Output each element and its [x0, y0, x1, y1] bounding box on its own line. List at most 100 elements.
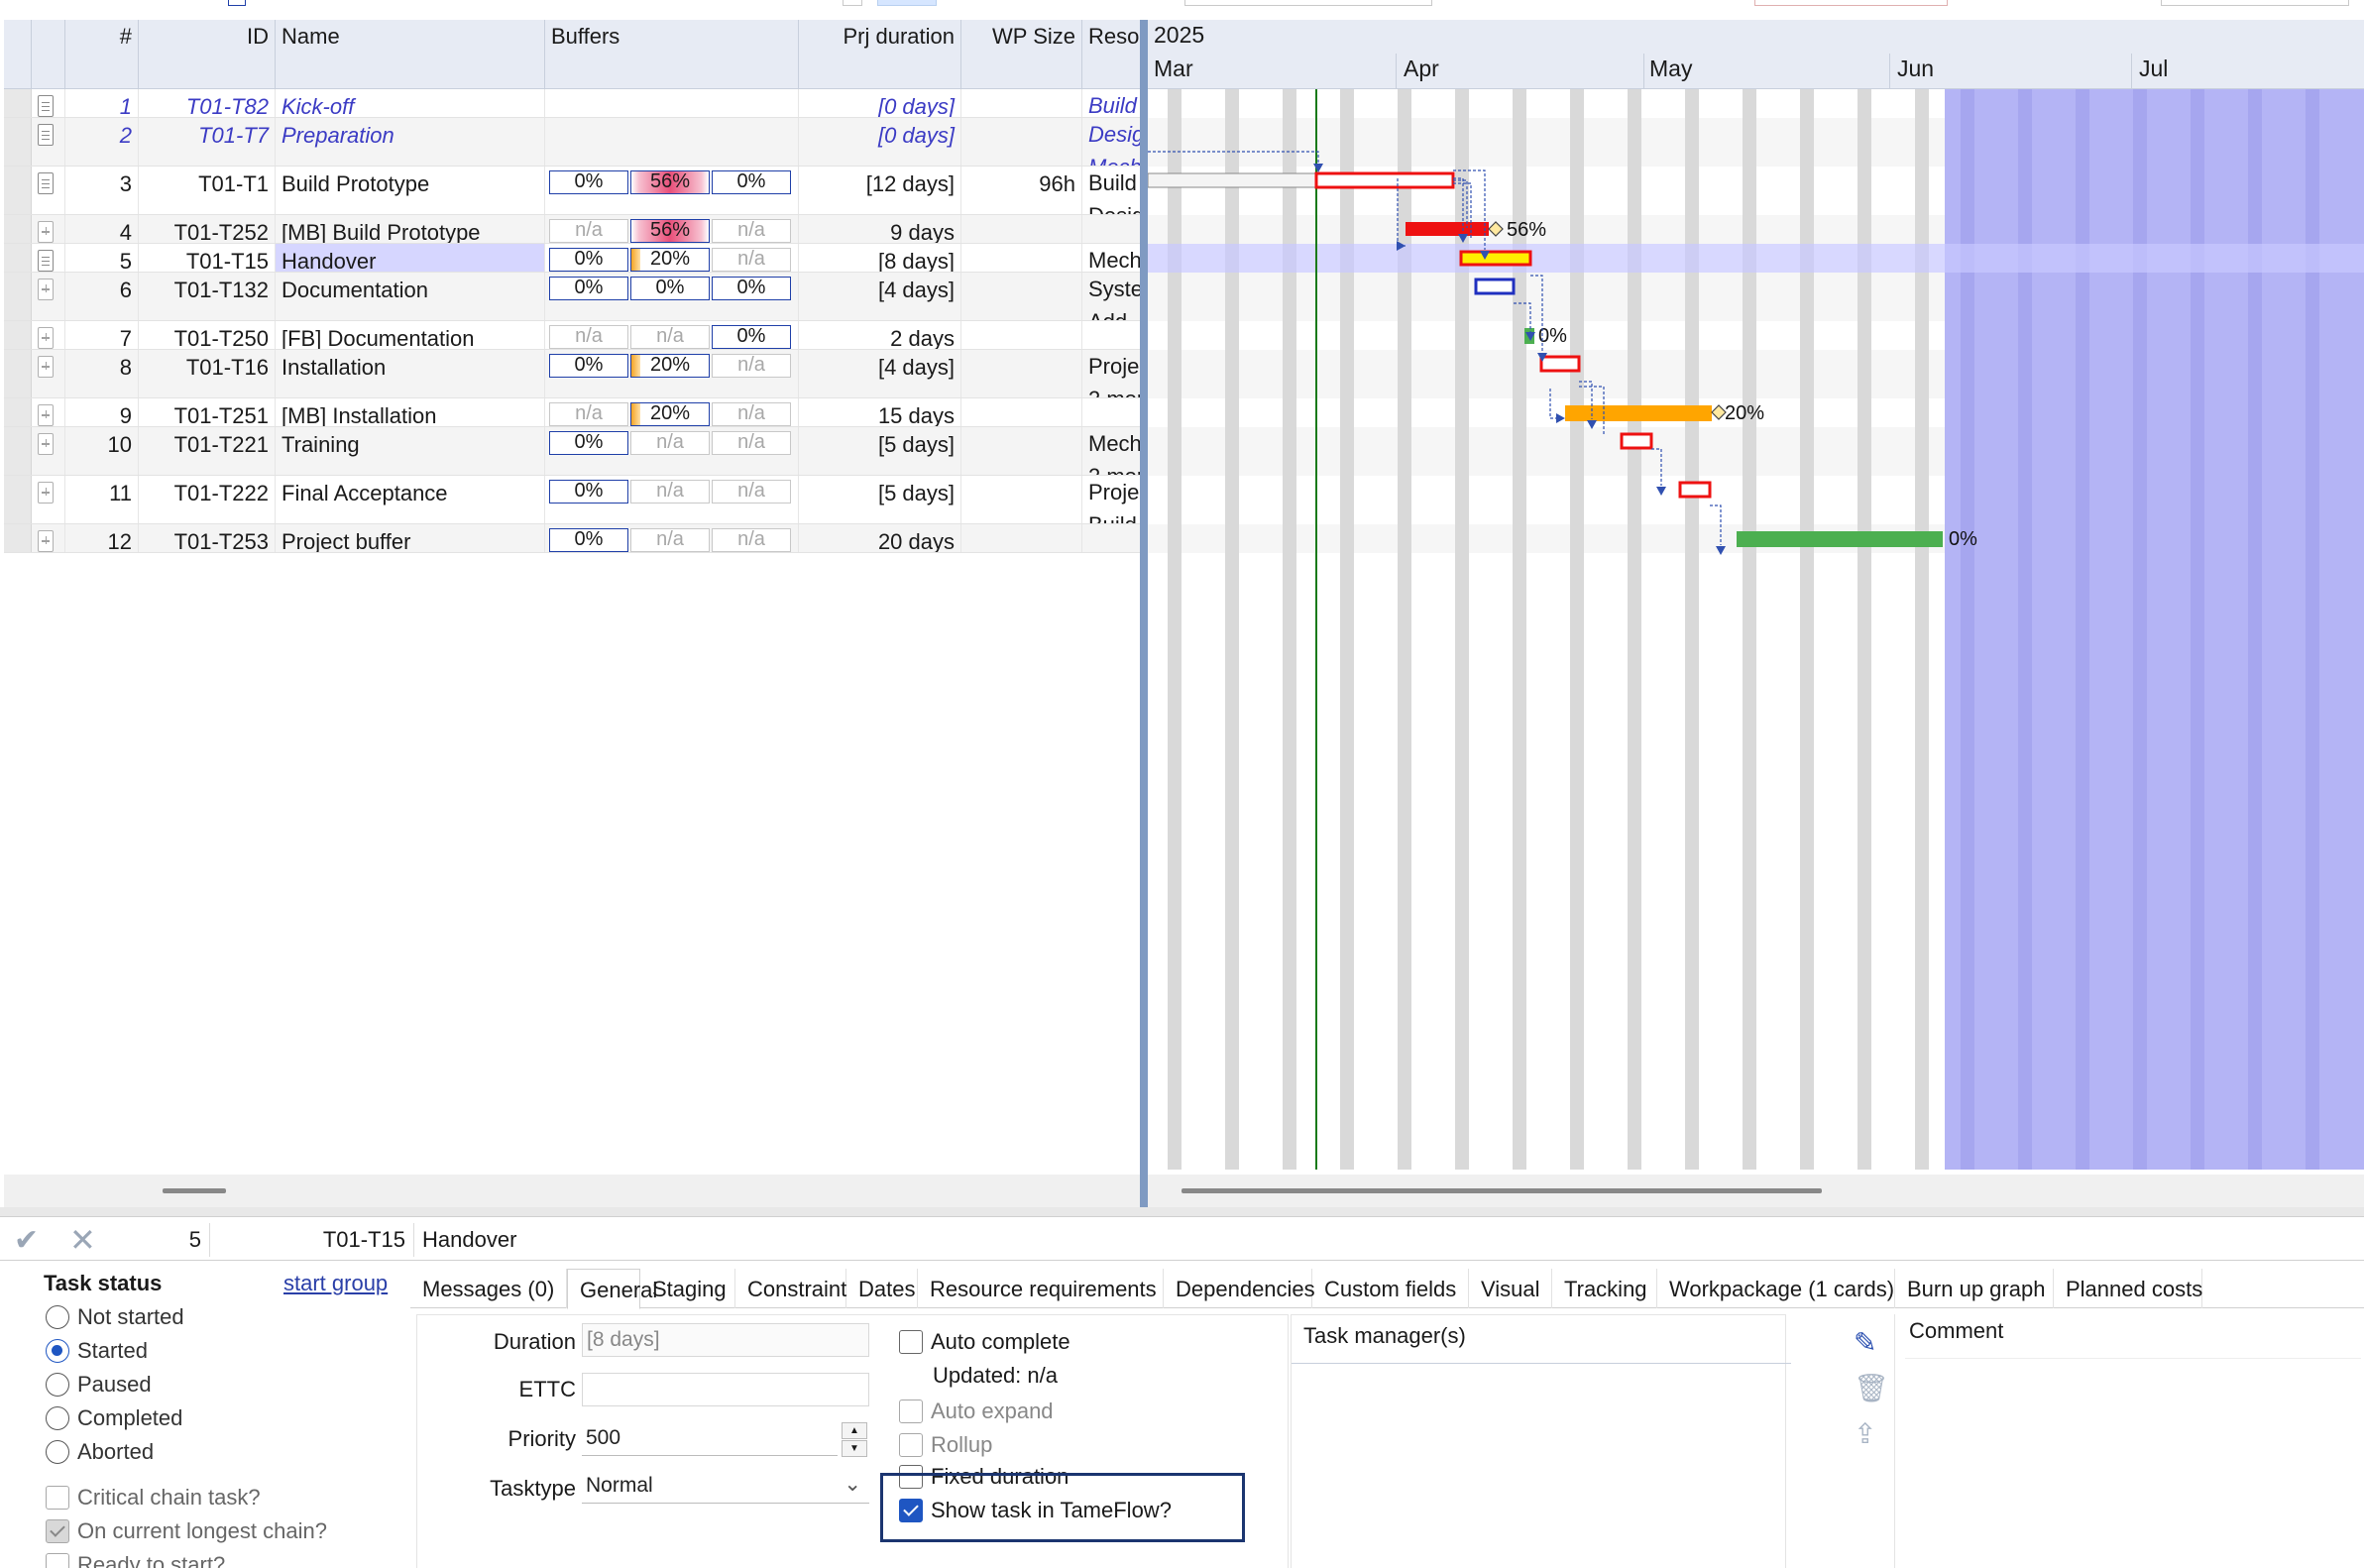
confirm-check-icon[interactable]: ✔ [14, 1224, 40, 1257]
table-row[interactable]: 1 T01-T82 Kick-off [0 days] Build [4, 89, 1142, 118]
start-group-link[interactable]: start group [283, 1271, 389, 1295]
radio-icon[interactable] [46, 1440, 69, 1464]
row-selector[interactable] [4, 321, 32, 349]
ettc-field[interactable] [582, 1373, 869, 1406]
checkbox-icon[interactable] [899, 1433, 923, 1457]
tab-dates[interactable]: Dates [846, 1269, 918, 1308]
tab-custom-fields[interactable]: Custom fields [1312, 1269, 1469, 1308]
panel-divider[interactable] [0, 1207, 2364, 1217]
toolbar-icon-remnant[interactable] [843, 0, 862, 6]
tab-constraint[interactable]: Constraint [735, 1269, 846, 1308]
task-name[interactable]: Training [276, 427, 545, 475]
pencil-icon[interactable]: ✎ [1854, 1327, 1877, 1358]
expand-icon[interactable] [38, 327, 54, 349]
header-selector[interactable] [4, 20, 32, 89]
row-selector[interactable] [4, 89, 32, 117]
header-icon[interactable] [32, 20, 65, 89]
table-row[interactable]: 5 T01-T15 Handover 0% 20% n/a [8 days] Mech [4, 244, 1142, 273]
header-number[interactable]: # [65, 20, 139, 89]
checkbox-icon[interactable] [46, 1553, 69, 1568]
tasktype-select[interactable]: Normal ⌄ [582, 1470, 869, 1504]
checkbox-checked-icon[interactable] [899, 1499, 923, 1522]
expand-icon[interactable] [38, 433, 54, 455]
duration-field[interactable]: [8 days] [582, 1323, 869, 1357]
expand-icon[interactable] [38, 482, 54, 504]
check-longest-chain[interactable]: On current longest chain? [46, 1518, 327, 1544]
tab-general[interactable]: General [567, 1269, 657, 1309]
table-row[interactable]: 9 T01-T251 [MB] Installation n/a 20% n/a 15 da… [4, 398, 1142, 427]
upload-icon[interactable]: ⇪ [1854, 1418, 1877, 1449]
expand-icon[interactable] [38, 279, 54, 300]
pane-splitter[interactable] [1140, 20, 1148, 1207]
task-name[interactable]: Handover [276, 244, 545, 272]
task-name[interactable]: [MB] Installation [276, 398, 545, 426]
row-selector[interactable] [4, 524, 32, 552]
task-name[interactable]: Kick-off [276, 89, 545, 117]
checkbox-checked-icon[interactable] [46, 1519, 69, 1543]
fixed-duration-checkbox[interactable]: Fixed duration [899, 1464, 1069, 1490]
expand-icon[interactable] [38, 221, 54, 243]
tab-tracking[interactable]: Tracking [1552, 1269, 1657, 1308]
document-icon[interactable] [38, 250, 54, 272]
task-name[interactable]: Documentation [276, 273, 545, 320]
radio-paused[interactable]: Paused [46, 1372, 152, 1398]
comment-textarea[interactable] [1905, 1358, 2361, 1568]
radio-selected-icon[interactable] [46, 1339, 69, 1363]
edit-task-name[interactable]: Handover [422, 1227, 517, 1252]
tab-resource-requirements[interactable]: Resource requirements [918, 1269, 1164, 1308]
row-selector[interactable] [4, 476, 32, 523]
radio-not-started[interactable]: Not started [46, 1304, 184, 1330]
task-name[interactable]: Build Prototype [276, 167, 545, 214]
auto-expand-checkbox[interactable]: Auto expand [899, 1399, 1054, 1424]
radio-aborted[interactable]: Aborted [46, 1439, 154, 1465]
grid-horizontal-scrollbar[interactable] [4, 1175, 1140, 1207]
auto-complete-checkbox[interactable]: Auto complete [899, 1329, 1070, 1355]
table-row[interactable]: 3 T01-T1 Build Prototype 0% 56% 0% [12 days] 96… [4, 167, 1142, 215]
toolbar-active-remnant[interactable] [877, 0, 937, 6]
row-selector[interactable] [4, 244, 32, 272]
document-icon[interactable] [38, 124, 54, 146]
check-ready-to-start[interactable]: Ready to start? [46, 1552, 225, 1568]
task-name[interactable]: Project buffer [276, 524, 545, 552]
radio-icon[interactable] [46, 1305, 69, 1329]
table-row[interactable]: 7 T01-T250 [FB] Documentation n/a n/a 0% 2 day… [4, 321, 1142, 350]
spin-up-icon[interactable]: ▲ [842, 1422, 867, 1439]
checkbox-icon[interactable] [46, 1486, 69, 1510]
row-selector[interactable] [4, 167, 32, 214]
table-row[interactable]: 4 T01-T252 [MB] Build Prototype n/a 56% n/a 9 … [4, 215, 1142, 244]
table-row[interactable]: 6 T01-T132 Documentation 0% 0% 0% [4 days] Syst… [4, 273, 1142, 321]
trash-icon[interactable]: 🗑 [1854, 1373, 1889, 1403]
expand-icon[interactable] [38, 356, 54, 378]
cancel-x-icon[interactable]: ✕ [69, 1222, 96, 1258]
scroll-thumb[interactable] [1182, 1188, 1822, 1193]
toolbar-field-remnant[interactable] [1754, 0, 1948, 6]
tab-visual[interactable]: Visual [1469, 1269, 1552, 1308]
document-icon[interactable] [38, 172, 54, 194]
toolbar-field-remnant[interactable] [2161, 0, 2349, 6]
edit-task-id[interactable]: T01-T15 [210, 1223, 414, 1257]
tab-burn-up-graph[interactable]: Burn up graph [1895, 1269, 2054, 1308]
tab-planned-costs[interactable]: Planned costs [2054, 1269, 2202, 1308]
radio-icon[interactable] [46, 1406, 69, 1430]
checkbox-icon[interactable] [899, 1465, 923, 1489]
toolbar-icon-remnant[interactable] [228, 0, 246, 6]
row-selector[interactable] [4, 215, 32, 243]
expand-icon[interactable] [38, 530, 54, 552]
task-name[interactable]: Preparation [276, 118, 545, 166]
header-resources[interactable]: Reso [1082, 20, 1142, 89]
gantt-horizontal-scrollbar[interactable] [1148, 1175, 2364, 1207]
table-row[interactable]: 11 T01-T222 Final Acceptance 0% n/a n/a [5 day… [4, 476, 1142, 524]
tab-staging[interactable]: Staging [640, 1269, 735, 1308]
scroll-thumb[interactable] [163, 1188, 226, 1193]
document-icon[interactable] [38, 95, 54, 117]
radio-icon[interactable] [46, 1373, 69, 1397]
table-row[interactable]: 12 T01-T253 Project buffer 0% n/a n/a 20 days [4, 524, 1142, 553]
checkbox-icon[interactable] [899, 1400, 923, 1423]
row-selector[interactable] [4, 398, 32, 426]
show-tameflow-checkbox[interactable]: Show task in TameFlow? [899, 1498, 1172, 1523]
header-wp-size[interactable]: WP Size [961, 20, 1082, 89]
radio-completed[interactable]: Completed [46, 1405, 182, 1431]
row-selector[interactable] [4, 350, 32, 397]
